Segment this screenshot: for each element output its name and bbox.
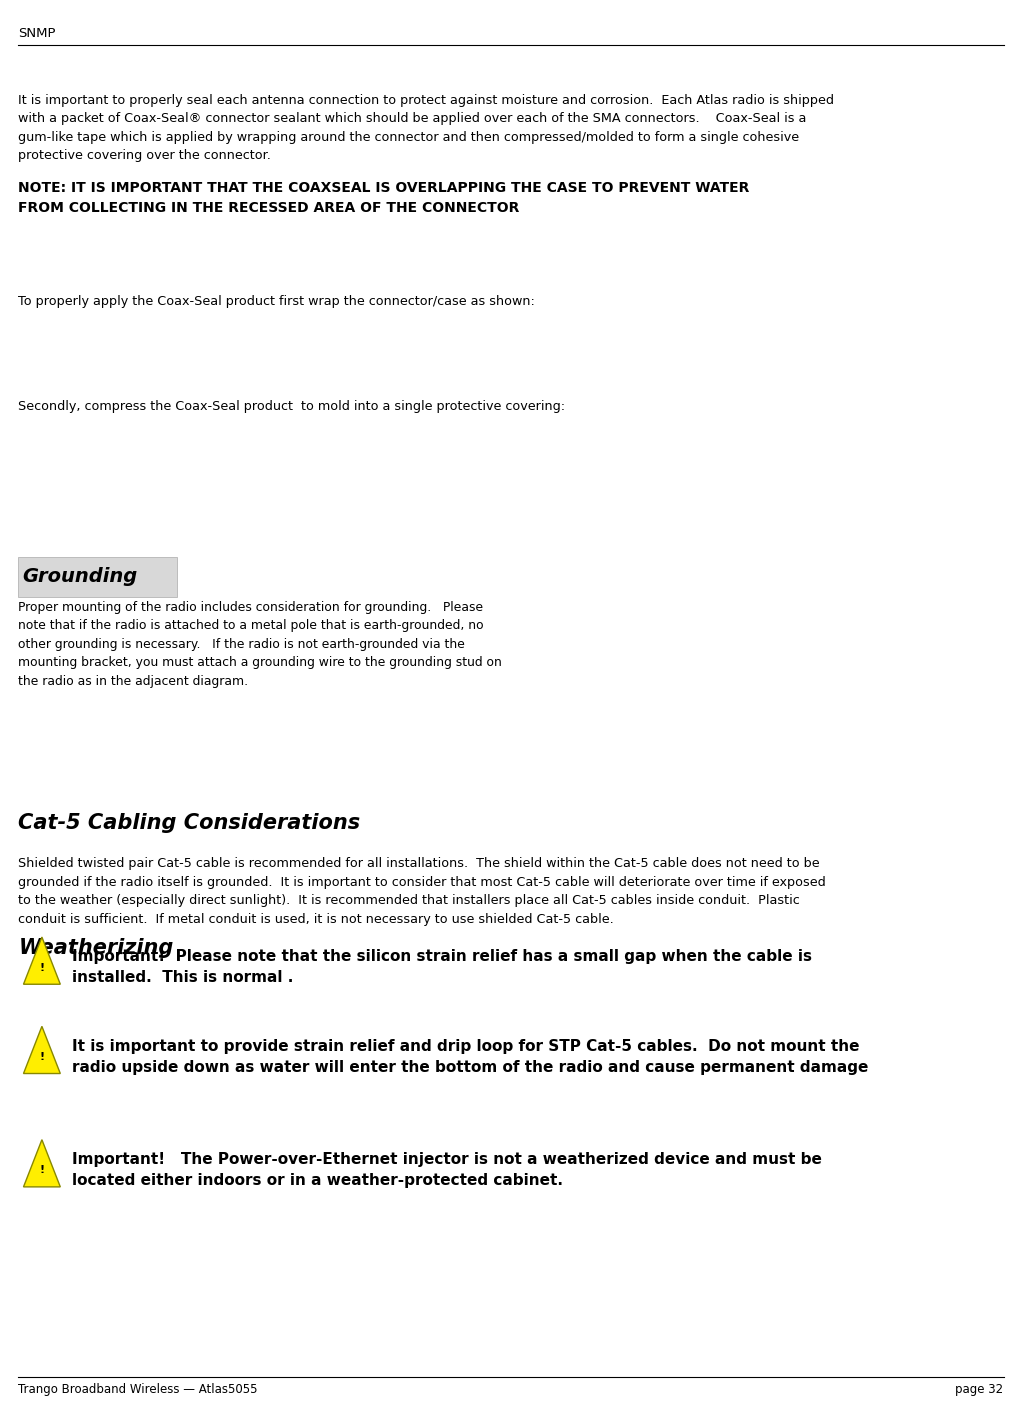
Text: Cat-5 Cabling Considerations: Cat-5 Cabling Considerations (18, 813, 361, 833)
Polygon shape (24, 1139, 60, 1187)
Text: Proper mounting of the radio includes consideration for grounding.   Please
note: Proper mounting of the radio includes co… (18, 601, 502, 687)
Text: NOTE: IT IS IMPORTANT THAT THE COAXSEAL IS OVERLAPPING THE CASE TO PREVENT WATER: NOTE: IT IS IMPORTANT THAT THE COAXSEAL … (18, 181, 750, 215)
Text: Important!   The Power-over-Ethernet injector is not a weatherized device and mu: Important! The Power-over-Ethernet injec… (72, 1152, 822, 1187)
Text: !: ! (39, 1165, 45, 1175)
Text: Trango Broadband Wireless — Atlas5055: Trango Broadband Wireless — Atlas5055 (18, 1383, 258, 1396)
Polygon shape (24, 1026, 60, 1074)
Text: Grounding: Grounding (22, 567, 138, 587)
Text: Weatherizing: Weatherizing (18, 938, 174, 958)
Bar (490, 225, 840, 380)
Text: To properly apply the Coax-Seal product first wrap the connector/case as shown:: To properly apply the Coax-Seal product … (18, 295, 536, 307)
Text: !: ! (39, 1051, 45, 1061)
Text: Secondly, compress the Coax-Seal product  to mold into a single protective cover: Secondly, compress the Coax-Seal product… (18, 400, 565, 412)
Text: Shielded twisted pair Cat-5 cable is recommended for all installations.  The shi: Shielded twisted pair Cat-5 cable is rec… (18, 857, 826, 925)
FancyBboxPatch shape (18, 557, 177, 597)
Text: page 32: page 32 (956, 1383, 1004, 1396)
Bar (490, 568, 840, 789)
Text: Important!  Please note that the silicon strain relief has a small gap when the : Important! Please note that the silicon … (72, 949, 811, 985)
Text: !: ! (39, 962, 45, 972)
Text: It is important to provide strain relief and drip loop for STP Cat-5 cables.  Do: It is important to provide strain relief… (72, 1039, 868, 1074)
Bar (490, 385, 840, 510)
Text: SNMP: SNMP (18, 27, 56, 40)
Polygon shape (24, 937, 60, 985)
Text: It is important to properly seal each antenna connection to protect against mois: It is important to properly seal each an… (18, 94, 834, 162)
